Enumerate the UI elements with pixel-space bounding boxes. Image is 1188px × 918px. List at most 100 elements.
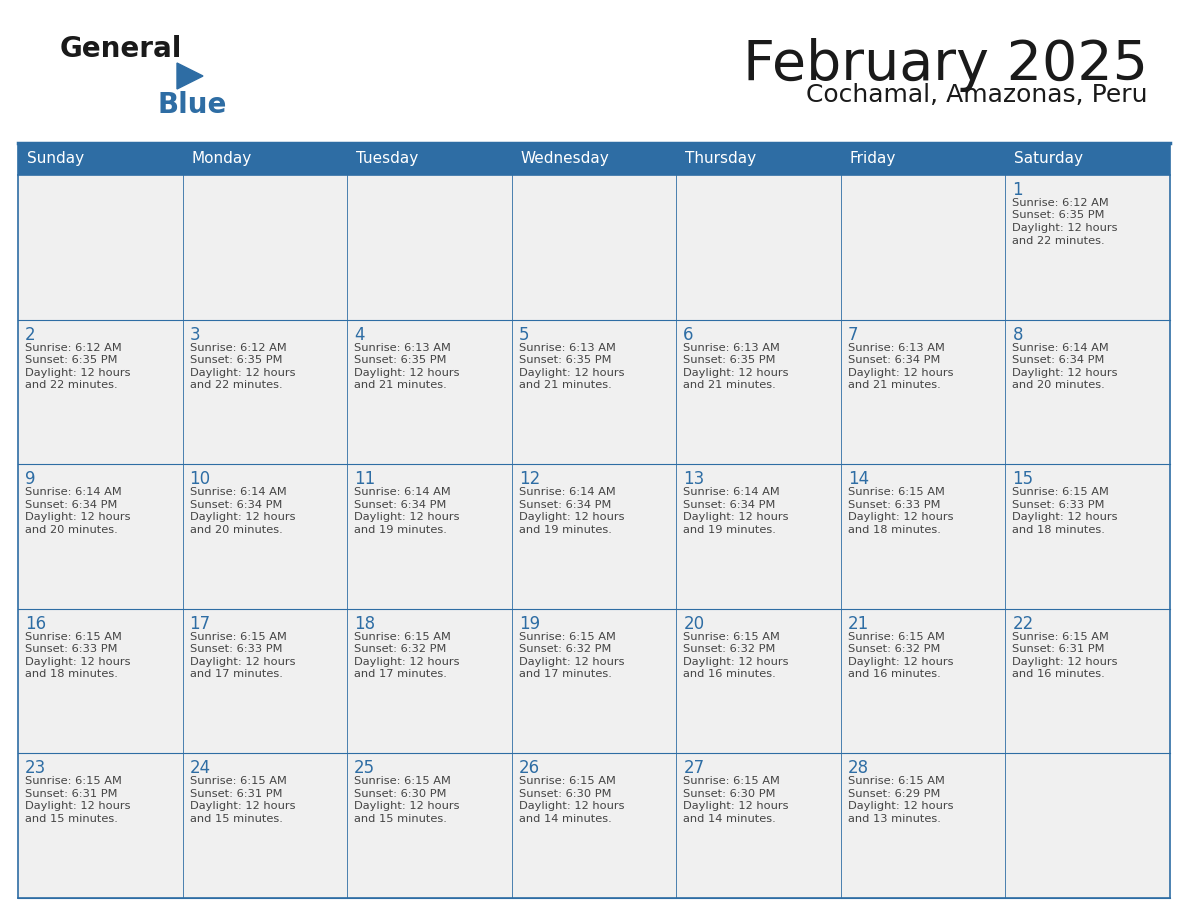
Text: and 16 minutes.: and 16 minutes.	[683, 669, 776, 679]
Text: Sunrise: 6:15 AM: Sunrise: 6:15 AM	[519, 632, 615, 642]
Text: 4: 4	[354, 326, 365, 343]
Bar	[18, 609, 183, 754]
Text: Sunset: 6:35 PM: Sunset: 6:35 PM	[354, 355, 447, 365]
Text: Sunrise: 6:14 AM: Sunrise: 6:14 AM	[519, 487, 615, 498]
Bar	[676, 754, 841, 898]
Bar	[18, 754, 183, 898]
Text: 20: 20	[683, 615, 704, 633]
Text: and 18 minutes.: and 18 minutes.	[1012, 525, 1105, 534]
Bar	[1005, 465, 1170, 609]
Text: Daylight: 12 hours: Daylight: 12 hours	[519, 656, 624, 666]
Bar	[676, 175, 841, 319]
Text: and 16 minutes.: and 16 minutes.	[848, 669, 941, 679]
Text: 12: 12	[519, 470, 541, 488]
Bar	[1005, 754, 1170, 898]
Text: Cochamal, Amazonas, Peru: Cochamal, Amazonas, Peru	[807, 83, 1148, 107]
Text: Sunset: 6:31 PM: Sunset: 6:31 PM	[25, 789, 118, 799]
Text: Sunset: 6:35 PM: Sunset: 6:35 PM	[25, 355, 118, 365]
Text: Sunset: 6:34 PM: Sunset: 6:34 PM	[354, 499, 447, 509]
Text: Sunset: 6:35 PM: Sunset: 6:35 PM	[190, 355, 282, 365]
Text: 9: 9	[25, 470, 36, 488]
Text: Sunset: 6:34 PM: Sunset: 6:34 PM	[25, 499, 118, 509]
Text: Monday: Monday	[191, 151, 252, 166]
Text: and 19 minutes.: and 19 minutes.	[519, 525, 612, 534]
Text: Sunrise: 6:14 AM: Sunrise: 6:14 AM	[683, 487, 781, 498]
Text: and 14 minutes.: and 14 minutes.	[519, 814, 612, 823]
Text: Sunrise: 6:15 AM: Sunrise: 6:15 AM	[25, 632, 122, 642]
Text: Sunset: 6:35 PM: Sunset: 6:35 PM	[1012, 210, 1105, 220]
Text: Daylight: 12 hours: Daylight: 12 hours	[1012, 223, 1118, 233]
Text: and 20 minutes.: and 20 minutes.	[1012, 380, 1105, 390]
Text: Daylight: 12 hours: Daylight: 12 hours	[190, 367, 295, 377]
Text: Sunset: 6:33 PM: Sunset: 6:33 PM	[1012, 499, 1105, 509]
Text: Daylight: 12 hours: Daylight: 12 hours	[25, 801, 131, 812]
Text: 24: 24	[190, 759, 210, 778]
Bar	[841, 465, 1005, 609]
Text: February 2025: February 2025	[742, 38, 1148, 92]
Bar	[841, 175, 1005, 319]
Text: and 20 minutes.: and 20 minutes.	[190, 525, 283, 534]
Bar	[1005, 609, 1170, 754]
Text: Sunrise: 6:13 AM: Sunrise: 6:13 AM	[354, 342, 451, 353]
Text: Sunrise: 6:14 AM: Sunrise: 6:14 AM	[1012, 342, 1110, 353]
Text: Daylight: 12 hours: Daylight: 12 hours	[354, 801, 460, 812]
Text: Daylight: 12 hours: Daylight: 12 hours	[519, 512, 624, 522]
Text: Sunset: 6:34 PM: Sunset: 6:34 PM	[848, 355, 940, 365]
Text: 28: 28	[848, 759, 868, 778]
Text: and 19 minutes.: and 19 minutes.	[683, 525, 776, 534]
Text: Sunrise: 6:15 AM: Sunrise: 6:15 AM	[354, 632, 451, 642]
Text: Sunset: 6:31 PM: Sunset: 6:31 PM	[1012, 644, 1105, 655]
Text: 16: 16	[25, 615, 46, 633]
Text: Sunset: 6:30 PM: Sunset: 6:30 PM	[519, 789, 611, 799]
Text: and 22 minutes.: and 22 minutes.	[25, 380, 118, 390]
Bar	[347, 175, 512, 319]
Text: Daylight: 12 hours: Daylight: 12 hours	[848, 367, 953, 377]
Bar	[347, 319, 512, 465]
Text: Daylight: 12 hours: Daylight: 12 hours	[190, 512, 295, 522]
Text: Daylight: 12 hours: Daylight: 12 hours	[25, 367, 131, 377]
Text: Sunset: 6:34 PM: Sunset: 6:34 PM	[1012, 355, 1105, 365]
Text: Sunrise: 6:15 AM: Sunrise: 6:15 AM	[848, 777, 944, 787]
Text: Sunset: 6:32 PM: Sunset: 6:32 PM	[848, 644, 940, 655]
Text: Sunrise: 6:12 AM: Sunrise: 6:12 AM	[25, 342, 121, 353]
Text: Daylight: 12 hours: Daylight: 12 hours	[848, 656, 953, 666]
Text: Sunrise: 6:15 AM: Sunrise: 6:15 AM	[848, 487, 944, 498]
Text: General: General	[61, 35, 183, 63]
Bar	[841, 754, 1005, 898]
Text: Sunrise: 6:12 AM: Sunrise: 6:12 AM	[190, 342, 286, 353]
Text: Sunrise: 6:15 AM: Sunrise: 6:15 AM	[683, 777, 781, 787]
Text: Daylight: 12 hours: Daylight: 12 hours	[1012, 512, 1118, 522]
Text: 10: 10	[190, 470, 210, 488]
Bar	[512, 609, 676, 754]
Text: Sunset: 6:31 PM: Sunset: 6:31 PM	[190, 789, 282, 799]
Text: and 21 minutes.: and 21 minutes.	[848, 380, 941, 390]
Text: Daylight: 12 hours: Daylight: 12 hours	[683, 367, 789, 377]
Text: Sunset: 6:34 PM: Sunset: 6:34 PM	[683, 499, 776, 509]
Bar	[841, 609, 1005, 754]
Text: 17: 17	[190, 615, 210, 633]
Text: 5: 5	[519, 326, 529, 343]
Text: Sunrise: 6:15 AM: Sunrise: 6:15 AM	[519, 777, 615, 787]
Text: Sunrise: 6:13 AM: Sunrise: 6:13 AM	[848, 342, 944, 353]
Text: Daylight: 12 hours: Daylight: 12 hours	[354, 367, 460, 377]
Bar	[18, 465, 183, 609]
Text: Sunset: 6:35 PM: Sunset: 6:35 PM	[683, 355, 776, 365]
Text: Sunrise: 6:14 AM: Sunrise: 6:14 AM	[25, 487, 121, 498]
Text: Sunset: 6:35 PM: Sunset: 6:35 PM	[519, 355, 611, 365]
Text: 8: 8	[1012, 326, 1023, 343]
Text: Sunset: 6:29 PM: Sunset: 6:29 PM	[848, 789, 940, 799]
Text: Sunset: 6:32 PM: Sunset: 6:32 PM	[354, 644, 447, 655]
Bar	[18, 143, 1170, 175]
Text: Daylight: 12 hours: Daylight: 12 hours	[519, 367, 624, 377]
Text: 11: 11	[354, 470, 375, 488]
Text: and 14 minutes.: and 14 minutes.	[683, 814, 776, 823]
Text: 27: 27	[683, 759, 704, 778]
Text: Daylight: 12 hours: Daylight: 12 hours	[683, 512, 789, 522]
Text: and 20 minutes.: and 20 minutes.	[25, 525, 118, 534]
Text: Daylight: 12 hours: Daylight: 12 hours	[1012, 656, 1118, 666]
Bar	[1005, 175, 1170, 319]
Bar	[512, 754, 676, 898]
Text: Sunset: 6:32 PM: Sunset: 6:32 PM	[519, 644, 611, 655]
Text: Daylight: 12 hours: Daylight: 12 hours	[25, 656, 131, 666]
Bar	[18, 319, 183, 465]
